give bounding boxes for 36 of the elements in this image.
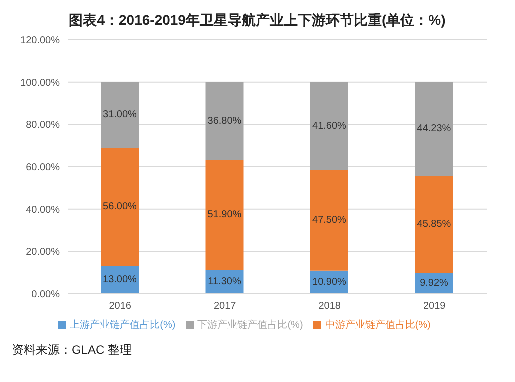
data-label: 45.85% xyxy=(417,218,452,230)
bar xyxy=(415,82,454,176)
data-label: 41.60% xyxy=(312,120,347,132)
bar xyxy=(206,160,244,270)
data-label: 47.50% xyxy=(312,215,347,226)
x-tick-label: 2019 xyxy=(424,301,446,312)
data-label: 13.00% xyxy=(103,274,138,286)
x-tick-label: 2016 xyxy=(109,301,132,312)
y-tick-label: 0.00% xyxy=(32,290,60,301)
y-tick-label: 40.00% xyxy=(26,204,60,216)
bar xyxy=(101,82,139,148)
legend-label: 下游产业链产值占比(%) xyxy=(198,320,304,331)
bar xyxy=(101,148,139,266)
y-tick-label: 120.00% xyxy=(20,36,60,47)
data-label: 56.00% xyxy=(103,202,138,213)
data-label: 10.90% xyxy=(312,276,347,288)
data-label: 31.00% xyxy=(103,110,138,121)
data-label: 9.92% xyxy=(420,278,449,289)
data-label: 44.23% xyxy=(417,124,452,135)
x-tick-label: 2018 xyxy=(318,301,342,312)
y-tick-label: 60.00% xyxy=(26,162,60,174)
y-tick-label: 100.00% xyxy=(20,78,60,89)
bar xyxy=(310,82,348,170)
x-tick-label: 2017 xyxy=(214,301,237,312)
legend-label: 上游产业链产值占比(%) xyxy=(70,320,176,331)
text: 资料来源：GLAC 整理 xyxy=(11,342,134,359)
data-label: 11.30% xyxy=(208,276,242,288)
data-label: 36.80% xyxy=(208,116,242,127)
y-tick-label: 20.00% xyxy=(26,247,60,258)
bar xyxy=(415,176,454,274)
y-tick-label: 80.00% xyxy=(26,120,60,132)
data-label: 51.90% xyxy=(208,210,242,221)
bar xyxy=(206,82,244,160)
chart-title: 图表4：2016-2019年卫星导航产业上下游环节比重(单位：%) xyxy=(68,11,447,30)
bar xyxy=(310,170,348,271)
legend-label: 中游产业链产值占比(%) xyxy=(325,320,431,331)
